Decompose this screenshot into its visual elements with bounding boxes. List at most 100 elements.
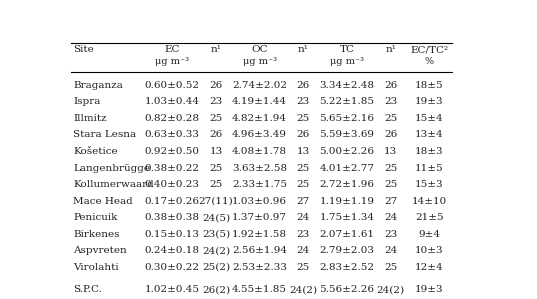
Text: 25: 25 (296, 114, 310, 123)
Text: 11±5: 11±5 (415, 164, 444, 173)
Text: 25: 25 (209, 114, 222, 123)
Text: 0.17±0.26: 0.17±0.26 (144, 197, 200, 206)
Text: Langenbrügge: Langenbrügge (74, 164, 150, 173)
Text: 25: 25 (384, 164, 397, 173)
Text: 1.92±1.58: 1.92±1.58 (232, 230, 287, 239)
Text: 25: 25 (384, 263, 397, 272)
Text: μg m⁻³: μg m⁻³ (243, 57, 277, 66)
Text: TC: TC (339, 45, 354, 54)
Text: 13±4: 13±4 (415, 130, 444, 139)
Text: 1.03±0.96: 1.03±0.96 (232, 197, 287, 206)
Text: 0.63±0.33: 0.63±0.33 (144, 130, 200, 139)
Text: 26: 26 (384, 81, 397, 90)
Text: 23: 23 (384, 97, 397, 106)
Text: 2.83±2.52: 2.83±2.52 (320, 263, 374, 272)
Text: 13: 13 (209, 147, 222, 156)
Text: 25: 25 (384, 180, 397, 189)
Text: 5.22±1.85: 5.22±1.85 (320, 97, 374, 106)
Text: Košetice: Košetice (74, 147, 118, 156)
Text: 12±4: 12±4 (415, 263, 444, 272)
Text: 2.56±1.94: 2.56±1.94 (232, 246, 287, 255)
Text: 24(5): 24(5) (202, 213, 230, 222)
Text: 23: 23 (384, 230, 397, 239)
Text: 0.60±0.52: 0.60±0.52 (144, 81, 200, 90)
Text: 4.08±1.78: 4.08±1.78 (232, 147, 287, 156)
Text: n¹: n¹ (298, 45, 309, 54)
Text: Kollumerwaard: Kollumerwaard (74, 180, 154, 189)
Text: 13: 13 (296, 147, 310, 156)
Text: 23(5): 23(5) (202, 230, 230, 239)
Text: 0.15±0.13: 0.15±0.13 (144, 230, 200, 239)
Text: Site: Site (74, 45, 94, 54)
Text: 5.65±2.16: 5.65±2.16 (320, 114, 374, 123)
Text: 5.59±3.69: 5.59±3.69 (320, 130, 374, 139)
Text: 24: 24 (384, 213, 397, 222)
Text: 14±10: 14±10 (411, 197, 447, 206)
Text: OC: OC (251, 45, 268, 54)
Text: n¹: n¹ (385, 45, 396, 54)
Text: 18±5: 18±5 (415, 81, 444, 90)
Text: 19±3: 19±3 (415, 285, 444, 295)
Text: 9±4: 9±4 (418, 230, 440, 239)
Text: 26: 26 (296, 130, 310, 139)
Text: EC: EC (164, 45, 180, 54)
Text: 21±5: 21±5 (415, 213, 444, 222)
Text: 10±3: 10±3 (415, 246, 444, 255)
Text: 26: 26 (384, 130, 397, 139)
Text: 5.00±2.26: 5.00±2.26 (320, 147, 374, 156)
Text: S.P.C.: S.P.C. (74, 285, 102, 295)
Text: 24(2): 24(2) (202, 246, 230, 255)
Text: 0.82±0.28: 0.82±0.28 (144, 114, 200, 123)
Text: 26(2): 26(2) (202, 285, 230, 295)
Text: 5.56±2.26: 5.56±2.26 (320, 285, 374, 295)
Text: 2.07±1.61: 2.07±1.61 (320, 230, 374, 239)
Text: Illmitz: Illmitz (74, 114, 107, 123)
Text: 13: 13 (384, 147, 397, 156)
Text: 25: 25 (209, 164, 222, 173)
Text: 3.63±2.58: 3.63±2.58 (232, 164, 287, 173)
Text: 27(11): 27(11) (199, 197, 233, 206)
Text: 27: 27 (384, 197, 397, 206)
Text: Braganza: Braganza (74, 81, 124, 90)
Text: 24: 24 (296, 213, 310, 222)
Text: 4.82±1.94: 4.82±1.94 (232, 114, 287, 123)
Text: 0.40±0.23: 0.40±0.23 (144, 180, 200, 189)
Text: 24(2): 24(2) (376, 285, 405, 295)
Text: EC/TC²: EC/TC² (410, 45, 448, 54)
Text: Aspvreten: Aspvreten (74, 246, 127, 255)
Text: 4.55±1.85: 4.55±1.85 (232, 285, 287, 295)
Text: Mace Head: Mace Head (74, 197, 133, 206)
Text: 25: 25 (296, 180, 310, 189)
Text: 2.33±1.75: 2.33±1.75 (232, 180, 287, 189)
Text: 3.34±2.48: 3.34±2.48 (320, 81, 374, 90)
Text: 27: 27 (296, 197, 310, 206)
Text: 23: 23 (209, 97, 222, 106)
Text: 1.19±1.19: 1.19±1.19 (320, 197, 374, 206)
Text: 24(2): 24(2) (289, 285, 317, 295)
Text: 1.37±0.97: 1.37±0.97 (232, 213, 287, 222)
Text: 2.79±2.03: 2.79±2.03 (320, 246, 374, 255)
Text: μg m⁻³: μg m⁻³ (155, 57, 189, 66)
Text: 24: 24 (296, 246, 310, 255)
Text: 15±4: 15±4 (415, 114, 444, 123)
Text: 19±3: 19±3 (415, 97, 444, 106)
Text: 25: 25 (209, 180, 222, 189)
Text: 4.96±3.49: 4.96±3.49 (232, 130, 287, 139)
Text: 25: 25 (296, 164, 310, 173)
Text: 0.30±0.22: 0.30±0.22 (144, 263, 200, 272)
Text: 23: 23 (296, 230, 310, 239)
Text: 18±3: 18±3 (415, 147, 444, 156)
Text: n¹: n¹ (211, 45, 221, 54)
Text: 0.24±0.18: 0.24±0.18 (144, 246, 200, 255)
Text: 23: 23 (296, 97, 310, 106)
Text: 4.01±2.77: 4.01±2.77 (320, 164, 374, 173)
Text: 26: 26 (209, 130, 222, 139)
Text: 1.03±0.44: 1.03±0.44 (144, 97, 200, 106)
Text: 26: 26 (296, 81, 310, 90)
Text: 4.19±1.44: 4.19±1.44 (232, 97, 287, 106)
Text: 0.38±0.38: 0.38±0.38 (144, 213, 200, 222)
Text: μg m⁻³: μg m⁻³ (330, 57, 364, 66)
Text: 1.02±0.45: 1.02±0.45 (144, 285, 200, 295)
Text: Stara Lesna: Stara Lesna (74, 130, 136, 139)
Text: 2.74±2.02: 2.74±2.02 (232, 81, 287, 90)
